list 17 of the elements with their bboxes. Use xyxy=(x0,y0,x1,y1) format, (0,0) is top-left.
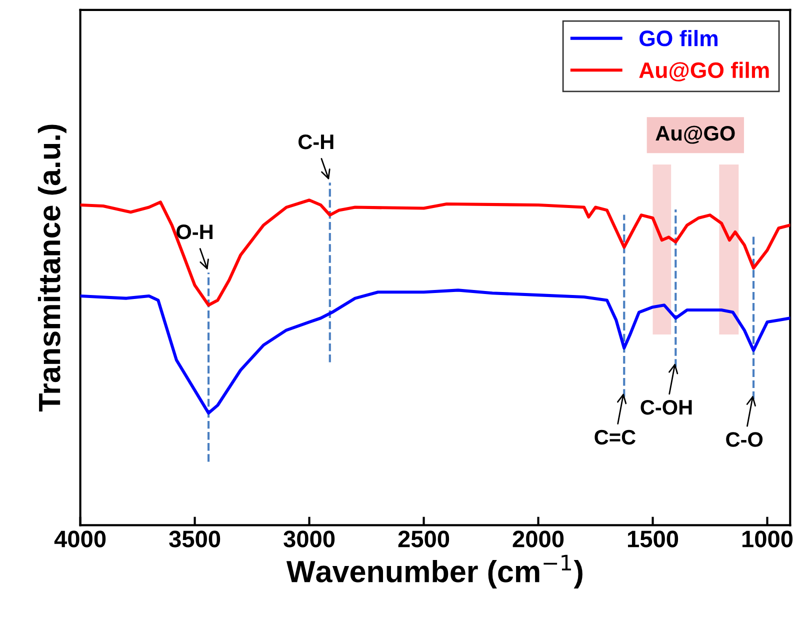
x-tick-label: 4000 xyxy=(54,530,106,548)
ref-line-label: C-H xyxy=(298,134,334,150)
x-tick-label: 3000 xyxy=(284,530,335,548)
x-tick-label: 2000 xyxy=(512,530,564,548)
ref-line-label: O-H xyxy=(176,224,212,240)
x-tick-label: 3500 xyxy=(169,530,220,548)
x-tick-label: 1500 xyxy=(628,530,678,548)
x-tick-label: 1000 xyxy=(742,530,793,548)
ref-line-label: C-O xyxy=(726,432,763,447)
legend-label: Au@GO film xyxy=(639,62,769,82)
y-axis-title: Transmittance (a.u.) xyxy=(38,124,66,412)
ref-line-label: C-OH xyxy=(640,400,692,415)
ref-line-label: C=C xyxy=(594,430,636,445)
x-axis-title: Wavenumber (cm$^{−1}$) xyxy=(286,554,582,588)
x-tick-label: 2500 xyxy=(398,530,450,548)
text: Au@GO xyxy=(656,126,735,144)
legend-label: GO film xyxy=(640,30,718,46)
